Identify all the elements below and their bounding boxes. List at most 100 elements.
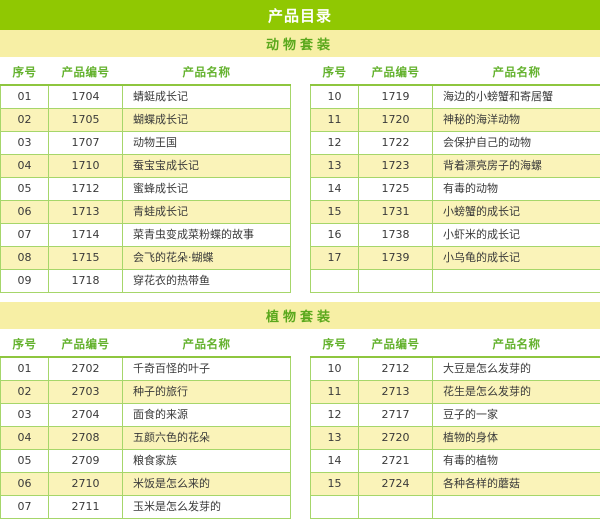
cell-name: 米饭是怎么来的 xyxy=(123,473,291,496)
cell-no: 16 xyxy=(311,224,359,247)
cell-name: 有毒的动物 xyxy=(433,178,600,201)
cell-no: 03 xyxy=(1,404,49,427)
cell-name: 玉米是怎么发芽的 xyxy=(123,496,291,519)
cell-name: 植物的身体 xyxy=(433,427,600,450)
cell-name: 青蛙成长记 xyxy=(123,201,291,224)
cell-name: 千奇百怪的叶子 xyxy=(123,357,291,381)
cell-name: 蝴蝶成长记 xyxy=(123,109,291,132)
cell-no: 04 xyxy=(1,155,49,178)
cell-name xyxy=(433,270,600,293)
cell-code: 1720 xyxy=(359,109,433,132)
column-header-2: 产品名称 xyxy=(123,333,291,357)
section-title: 植物套装 xyxy=(266,306,334,325)
cell-no: 17 xyxy=(311,247,359,270)
cell-no: 07 xyxy=(1,496,49,519)
column-header-2: 产品名称 xyxy=(123,61,291,85)
cell-code: 2708 xyxy=(49,427,123,450)
cell-no: 14 xyxy=(311,450,359,473)
cell-code: 1712 xyxy=(49,178,123,201)
cell-name: 豆子的一家 xyxy=(433,404,600,427)
cell-no: 15 xyxy=(311,201,359,224)
cell-name: 各种各样的蘑菇 xyxy=(433,473,600,496)
cell-code xyxy=(359,496,433,519)
cell-code: 1719 xyxy=(359,85,433,109)
cell-code: 1739 xyxy=(359,247,433,270)
cell-no: 10 xyxy=(311,85,359,109)
cell-code: 2704 xyxy=(49,404,123,427)
cell-name: 蜜蜂成长记 xyxy=(123,178,291,201)
cell-name: 小螃蟹的成长记 xyxy=(433,201,600,224)
section-header-2: 植物套装 xyxy=(0,302,600,329)
cell-code: 2720 xyxy=(359,427,433,450)
cell-no: 01 xyxy=(1,85,49,109)
cell-no: 12 xyxy=(311,132,359,155)
cell-name: 菜青虫变成菜粉蝶的故事 xyxy=(123,224,291,247)
table-header-row: 序号产品编号产品名称 xyxy=(1,61,291,85)
cell-code: 1707 xyxy=(49,132,123,155)
cell-name: 面食的来源 xyxy=(123,404,291,427)
cell-code: 1738 xyxy=(359,224,433,247)
cell-no: 08 xyxy=(1,247,49,270)
cell-code: 1713 xyxy=(49,201,123,224)
cell-name: 海边的小螃蟹和寄居蟹 xyxy=(433,85,600,109)
cell-code: 1714 xyxy=(49,224,123,247)
cell-code: 2713 xyxy=(359,381,433,404)
cell-no: 13 xyxy=(311,155,359,178)
cell-no: 06 xyxy=(1,201,49,224)
cell-no: 02 xyxy=(1,109,49,132)
cell-no: 02 xyxy=(1,381,49,404)
cell-no: 05 xyxy=(1,450,49,473)
cell-no: 09 xyxy=(1,270,49,293)
table-header-row: 序号产品编号产品名称 xyxy=(1,333,291,357)
cell-no: 11 xyxy=(311,109,359,132)
cell-code: 2710 xyxy=(49,473,123,496)
cell-name: 小乌龟的成长记 xyxy=(433,247,600,270)
cell-name: 小虾米的成长记 xyxy=(433,224,600,247)
table-header-row: 序号产品编号产品名称 xyxy=(311,61,600,85)
cell-name: 蚕宝宝成长记 xyxy=(123,155,291,178)
cell-name: 蜻蜓成长记 xyxy=(123,85,291,109)
cell-name: 会飞的花朵·蝴蝶 xyxy=(123,247,291,270)
cell-no: 13 xyxy=(311,427,359,450)
cell-no: 01 xyxy=(1,357,49,381)
column-gutter xyxy=(290,61,310,293)
cell-no: 12 xyxy=(311,404,359,427)
cell-no: 03 xyxy=(1,132,49,155)
column-gutter xyxy=(290,333,310,519)
cell-name: 有毒的植物 xyxy=(433,450,600,473)
cell-code: 1723 xyxy=(359,155,433,178)
cell-code: 1715 xyxy=(49,247,123,270)
column-header-0: 序号 xyxy=(311,333,359,357)
cell-no: 04 xyxy=(1,427,49,450)
cell-name: 背着漂亮房子的海螺 xyxy=(433,155,600,178)
cell-name: 神秘的海洋动物 xyxy=(433,109,600,132)
cell-code: 1710 xyxy=(49,155,123,178)
cell-code: 2702 xyxy=(49,357,123,381)
